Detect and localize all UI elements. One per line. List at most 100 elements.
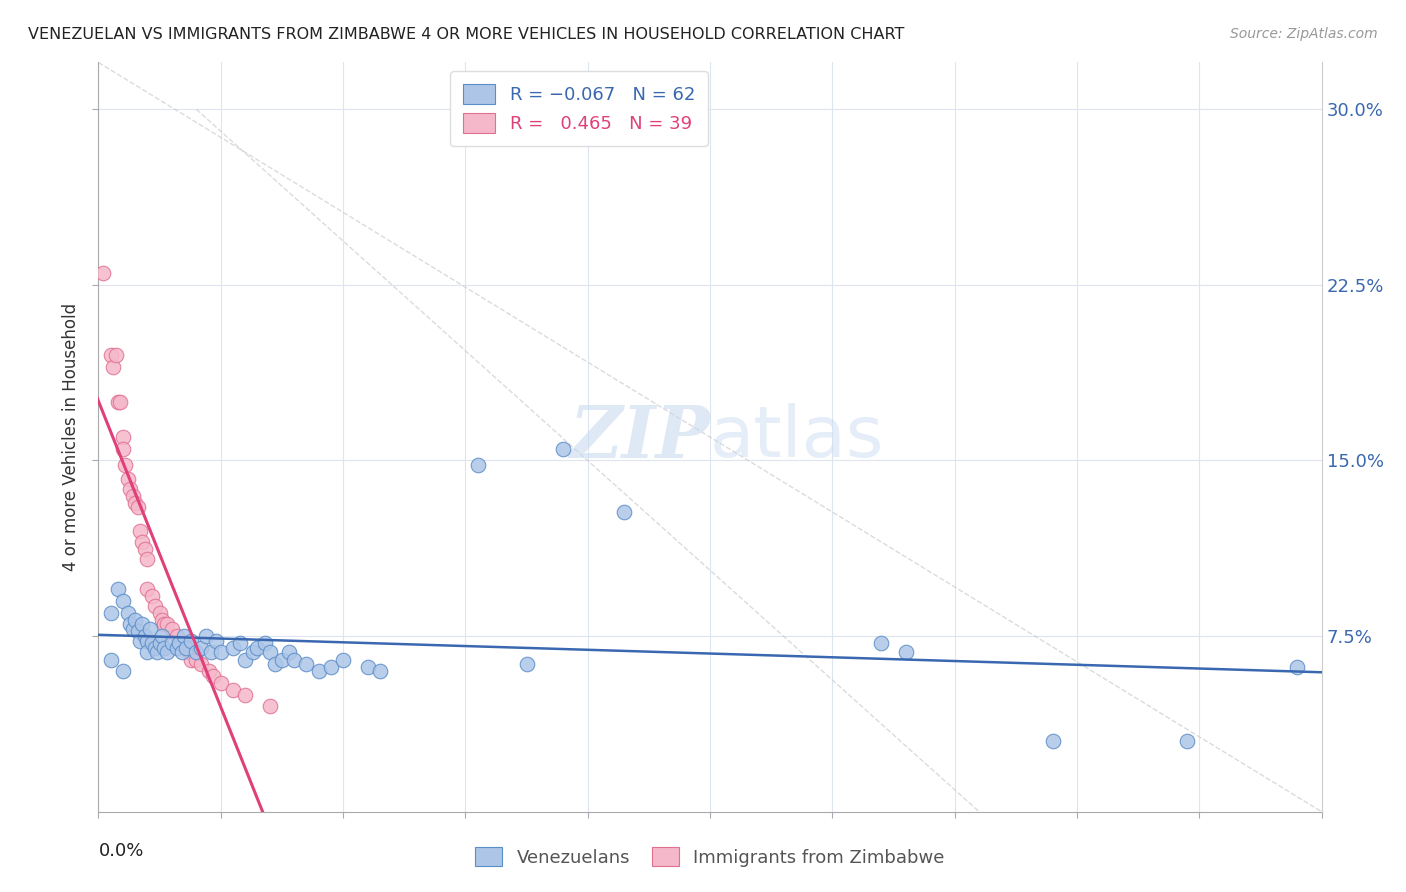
Point [111,442,134,456]
Point [278,646,301,660]
Point [150,613,173,627]
Point [870,636,893,650]
Point [613,505,636,519]
Point [1286,659,1309,673]
Point [295,657,318,672]
Point [150,629,173,643]
Text: atlas: atlas [710,402,884,472]
Point [205,633,228,648]
Point [91,266,114,280]
Y-axis label: 4 or more Vehicles in Household: 4 or more Vehicles in Household [62,303,80,571]
Point [121,489,143,503]
Point [166,629,188,643]
Point [270,652,294,666]
Point [173,636,195,650]
Point [166,640,188,655]
Point [124,613,146,627]
Point [136,551,159,566]
Text: VENEZUELAN VS IMMIGRANTS FROM ZIMBABWE 4 OR MORE VEHICLES IN HOUSEHOLD CORRELATI: VENEZUELAN VS IMMIGRANTS FROM ZIMBABWE 4… [28,27,904,42]
Point [177,646,200,660]
Point [153,640,176,655]
Point [176,640,198,655]
Point [259,699,281,714]
Point [120,617,142,632]
Point [120,482,142,496]
Point [134,542,156,557]
Point [167,636,190,650]
Point [233,652,256,666]
Point [332,652,354,666]
Point [127,500,149,515]
Point [153,617,176,632]
Point [131,617,153,632]
Point [553,442,575,456]
Point [222,683,245,698]
Point [124,495,146,509]
Point [259,646,281,660]
Point [1175,734,1198,748]
Point [209,676,232,690]
Point [129,633,152,648]
Point [143,599,166,613]
Point [1334,688,1357,702]
Point [136,633,159,648]
Point [319,659,342,673]
Text: 0.0%: 0.0% [98,842,143,860]
Point [146,646,169,660]
Point [131,535,153,549]
Point [114,458,136,473]
Point [467,458,489,473]
Point [202,669,225,683]
Text: Source: ZipAtlas.com: Source: ZipAtlas.com [1230,27,1378,41]
Point [180,652,202,666]
Text: ZIP: ZIP [569,401,710,473]
Point [156,646,179,660]
Point [170,646,193,660]
Point [356,659,378,673]
Point [111,430,134,444]
Point [101,359,124,374]
Point [209,646,232,660]
Point [195,629,218,643]
Point [127,624,149,639]
Point [190,657,212,672]
Point [186,646,208,660]
Point [117,472,139,486]
Point [160,622,183,636]
Point [200,646,222,660]
Point [246,640,269,655]
Point [242,646,264,660]
Point [149,606,172,620]
Point [186,652,208,666]
Point [143,640,166,655]
Point [129,524,152,538]
Point [167,636,190,650]
Point [515,657,537,672]
Point [894,646,917,660]
Point [121,622,143,636]
Point [222,640,245,655]
Point [107,582,129,597]
Point [368,664,391,679]
Point [173,629,195,643]
Point [308,664,330,679]
Point [180,633,202,648]
Point [136,582,159,597]
Point [283,652,305,666]
Point [160,636,183,650]
Point [156,617,179,632]
Point [141,636,163,650]
Point [111,594,134,608]
Point [117,606,139,620]
Point [1042,734,1064,748]
Point [134,629,156,643]
Point [136,646,159,660]
Point [253,636,276,650]
Point [149,636,172,650]
Point [190,640,212,655]
Point [110,395,132,409]
Point [104,348,127,362]
Legend: Venezuelans, Immigrants from Zimbabwe: Venezuelans, Immigrants from Zimbabwe [468,840,952,874]
Point [100,348,122,362]
Point [111,664,134,679]
